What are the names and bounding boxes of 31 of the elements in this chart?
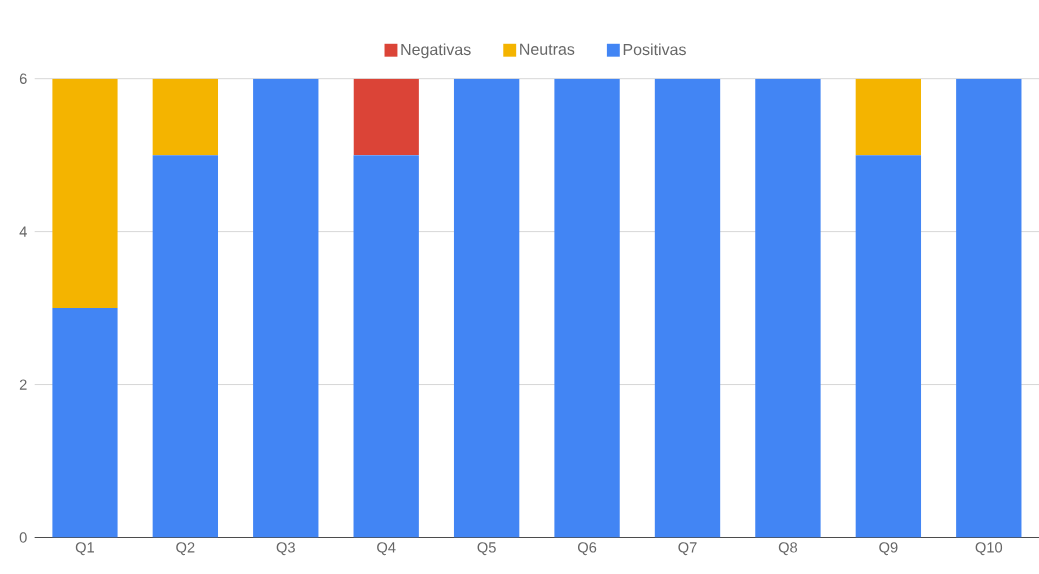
y-tick-label: 4 (19, 226, 27, 237)
legend-label: Negativas (401, 43, 471, 59)
bar (253, 78, 319, 538)
bar (855, 155, 922, 538)
bar (554, 78, 620, 538)
bar (855, 78, 922, 156)
y-tick-label: 6 (19, 73, 27, 85)
x-tick-label: Q1 (75, 542, 94, 556)
bar (956, 78, 1022, 538)
bar (52, 78, 118, 309)
x-tick-label: Q8 (778, 542, 798, 556)
x-tick-label: Q5 (477, 542, 496, 556)
legend-label: Neutras (520, 43, 575, 56)
bar (353, 78, 419, 156)
bar (152, 155, 219, 538)
bar (152, 78, 219, 156)
x-tick-label: Q7 (678, 542, 697, 556)
x-tick-label: Q10 (975, 542, 1003, 556)
y-tick-label: 2 (19, 379, 27, 390)
bar (755, 78, 821, 538)
x-tick-label: Q2 (176, 542, 195, 556)
x-tick-label: Q4 (377, 542, 396, 556)
bar (353, 155, 419, 538)
y-tick-label: 0 (19, 532, 27, 543)
legend-label: Positivas (623, 43, 686, 56)
bar (52, 308, 118, 538)
x-tick-label: Q6 (577, 542, 597, 556)
x-tick-label: Q9 (879, 542, 898, 556)
bar (453, 78, 520, 538)
x-tick-label: Q3 (276, 542, 295, 556)
bar (654, 78, 721, 538)
